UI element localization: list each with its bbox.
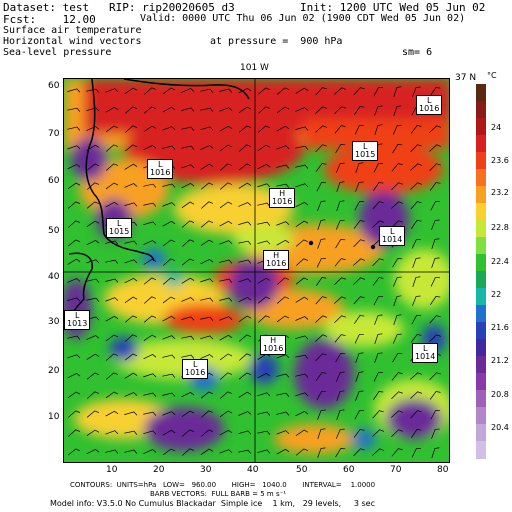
x-tick: 70 [390,465,402,475]
valid-line: Valid: 0000 UTC Thu 06 Jun 02 (1900 CDT … [140,13,466,24]
colorbar-swatch [476,339,486,357]
x-tick: 10 [106,465,118,475]
colorbar-label: 21.2 [491,356,509,365]
model-info: Model info: V3.5.0 No Cumulus Blackadar … [50,499,375,508]
colorbar-swatch [476,322,486,340]
pressure-high-label[interactable]: H 1016 [269,188,296,208]
field-wind: Horizontal wind vectors [3,36,142,47]
pressure-low-label[interactable]: L 1016 [416,95,443,115]
x-tick: 20 [153,465,165,475]
colorbar-swatch [476,254,486,272]
x-tick: 80 [437,465,449,475]
pressure-low-label[interactable]: L 1016 [182,359,209,379]
colorbar-label: 21.6 [491,323,509,332]
colorbar-swatch [476,220,486,238]
y-tick: 60 [48,81,60,91]
dataset-line: Dataset: test RIP: rip20020605 d3 [3,1,235,14]
contour-info: CONTOURS: UNITS=hPa LOW= 960.00 HIGH= 10… [70,481,376,489]
y-tick: 50 [48,226,60,236]
colorbar-swatch [476,407,486,425]
forecast-line: Fcst: 12.00 [3,13,96,26]
colorbar-swatch [476,288,486,306]
y-tick: 30 [48,317,60,327]
colorbar-swatch [476,424,486,442]
colorbar-swatch [476,118,486,136]
field-temperature: Surface air temperature [3,25,142,36]
temperature-map[interactable]: L 1016 L 1016 L 1015 H 1016 L 1015 L 1014 H 101… [63,78,450,463]
colorbar-unit: °C [487,71,497,80]
colorbar-swatch [476,305,486,323]
pressure-low-label[interactable]: L 1016 [147,159,174,179]
colorbar-label: 23.6 [491,156,509,165]
colorbar-swatch [476,186,486,204]
colorbar-label: 24 [491,123,502,132]
map-canvas [64,79,449,462]
y-tick: 20 [48,366,60,376]
colorbar-swatch [476,101,486,119]
colorbar-swatch [476,169,486,187]
pressure-low-label[interactable]: L 1014 [379,226,406,246]
pressure-low-label[interactable]: L 1015 [352,141,379,161]
y-tick-60: 60 [48,176,60,186]
pressure-high-label[interactable]: H 1016 [263,250,290,270]
x-tick: 50 [296,465,308,475]
colorbar-swatch [476,135,486,153]
colorbar-label: 22.4 [491,257,509,266]
colorbar-label: 23.2 [491,188,509,197]
colorbar-label: 20.8 [491,390,509,399]
colorbar-swatch [476,356,486,374]
y-tick: 10 [48,412,60,422]
pressure-high-label[interactable]: H 1016 [260,335,287,355]
x-tick: 40 [247,465,259,475]
colorbar-swatch [476,237,486,255]
longitude-label: 101 W [240,63,269,73]
smoothing-label: sm= 6 [402,47,433,58]
colorbar-swatch [476,390,486,408]
colorbar-label: 20.4 [491,423,509,432]
init-line: Init: 1200 UTC Wed 05 Jun 02 [300,1,486,14]
colorbar-swatch [476,203,486,221]
pressure-low-label[interactable]: L 1014 [412,343,439,363]
x-tick: 60 [343,465,355,475]
pressure-low-label[interactable]: L 1013 [64,310,91,330]
colorbar-swatch [476,271,486,289]
field-slp: Sea-level pressure [3,47,112,58]
pressure-low-label[interactable]: L 1015 [106,218,133,238]
colorbar-swatch [476,441,486,459]
colorbar-label: 22 [491,290,502,299]
colorbar-swatch [476,152,486,170]
barb-info: BARB VECTORS: FULL BARB = 5 m s⁻¹ [150,490,287,498]
x-tick: 30 [200,465,212,475]
colorbar-swatch [476,84,486,102]
colorbar-swatch [476,373,486,391]
y-tick: 40 [48,272,60,282]
latitude-label: 37 N [455,73,477,83]
colorbar-label: 22.8 [491,223,509,232]
pressure-level: at pressure = 900 hPa [210,36,343,47]
y-tick-70: 70 [48,129,60,139]
